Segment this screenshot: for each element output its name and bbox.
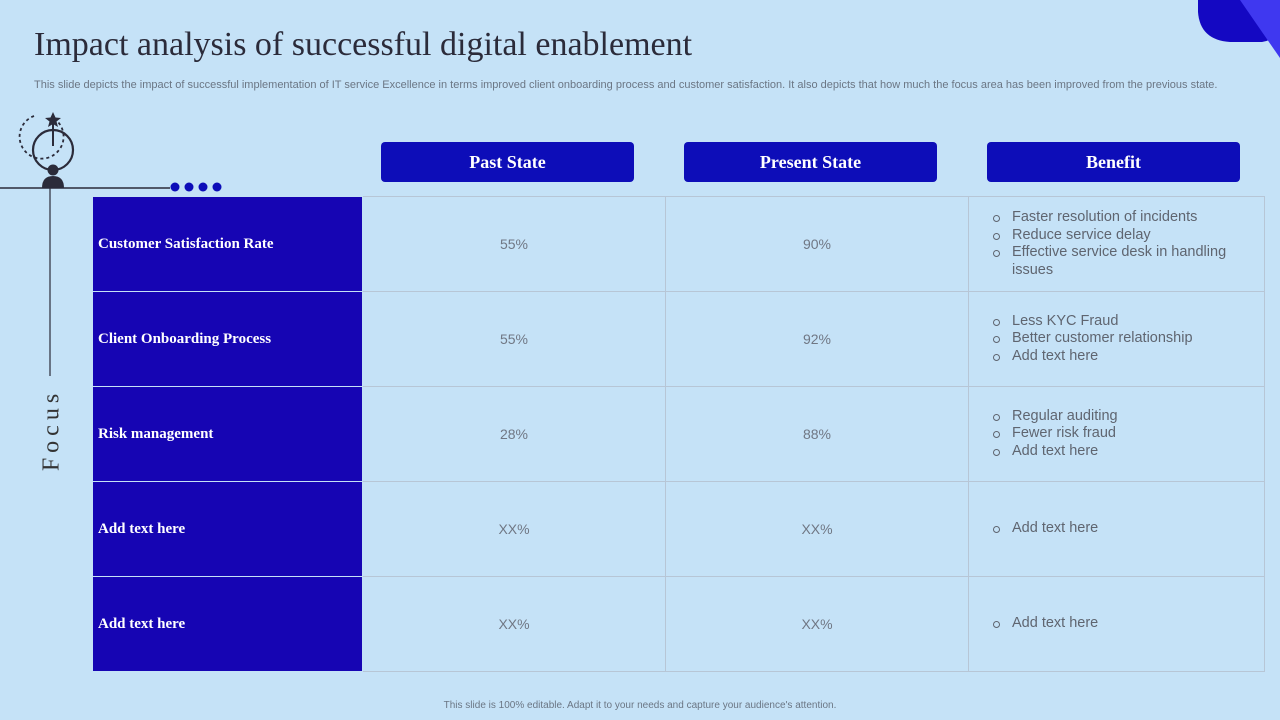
- benefit-item: Faster resolution of incidents: [993, 209, 1264, 227]
- table-row: Add text here XX% XX% Add text here: [92, 481, 1265, 577]
- present-state-cell: 92%: [665, 291, 969, 387]
- past-state-cell: XX%: [362, 576, 666, 672]
- focus-decoration: [0, 112, 222, 376]
- benefit-item: Reduce service delay: [993, 227, 1264, 245]
- focus-area-cell: Customer Satisfaction Rate: [92, 196, 363, 292]
- footer-note: This slide is 100% editable. Adapt it to…: [443, 700, 837, 711]
- benefit-cell: Faster resolution of incidents Reduce ser…: [968, 196, 1265, 292]
- focus-area-cell: Add text here: [92, 576, 363, 672]
- past-state-cell: XX%: [362, 481, 666, 577]
- benefit-item: Better customer relationship: [993, 330, 1264, 348]
- table-row: Risk management 28% 88% Regular auditing Few…: [92, 386, 1265, 482]
- benefit-cell: Add text here: [968, 576, 1265, 672]
- benefit-list: Add text here: [993, 615, 1264, 633]
- present-state-cell: 88%: [665, 386, 969, 482]
- benefit-item: Fewer risk fraud: [993, 425, 1264, 443]
- corner-decoration: [1198, 0, 1280, 58]
- table-row: Add text here XX% XX% Add text here: [92, 576, 1265, 672]
- benefit-cell: Less KYC Fraud Better customer relationsh…: [968, 291, 1265, 387]
- focus-area-cell: Risk management: [92, 386, 363, 482]
- benefit-item: Add text here: [993, 520, 1264, 538]
- past-state-cell: 55%: [362, 291, 666, 387]
- benefit-list: Regular auditing Fewer risk fraud Add text…: [993, 408, 1264, 461]
- present-state-cell: XX%: [665, 481, 969, 577]
- focus-area-cell: Add text here: [92, 481, 363, 577]
- present-state-cell: XX%: [665, 576, 969, 672]
- slide-subtitle: This slide depicts the impact of success…: [34, 79, 1218, 91]
- benefit-header: Benefit: [987, 142, 1240, 182]
- present-state-cell: 90%: [665, 196, 969, 292]
- focus-axis-label: Focus: [38, 388, 65, 472]
- benefit-item: Regular auditing: [993, 408, 1264, 426]
- present-state-header: Present State: [684, 142, 937, 182]
- benefit-item: Add text here: [993, 443, 1264, 461]
- past-state-cell: 28%: [362, 386, 666, 482]
- benefit-list: Faster resolution of incidents Reduce ser…: [993, 209, 1264, 279]
- table-row: Client Onboarding Process 55% 92% Less KYC …: [92, 291, 1265, 387]
- benefit-item: Less KYC Fraud: [993, 313, 1264, 331]
- benefit-item: Effective service desk in handling issue…: [993, 244, 1264, 279]
- benefit-item: Add text here: [993, 348, 1264, 366]
- benefit-list: Add text here: [993, 520, 1264, 538]
- impact-table: Customer Satisfaction Rate 55% 90% Faster r…: [92, 196, 1265, 672]
- benefit-cell: Add text here: [968, 481, 1265, 577]
- past-state-header: Past State: [381, 142, 634, 182]
- benefit-item: Add text here: [993, 615, 1264, 633]
- table-row: Customer Satisfaction Rate 55% 90% Faster r…: [92, 196, 1265, 292]
- progress-dots: [170, 182, 222, 192]
- person-target-icon: [18, 112, 75, 188]
- focus-area-cell: Client Onboarding Process: [92, 291, 363, 387]
- benefit-list: Less KYC Fraud Better customer relationsh…: [993, 313, 1264, 366]
- past-state-cell: 55%: [362, 196, 666, 292]
- slide-title: Impact analysis of successful digital en…: [34, 26, 693, 63]
- benefit-cell: Regular auditing Fewer risk fraud Add text…: [968, 386, 1265, 482]
